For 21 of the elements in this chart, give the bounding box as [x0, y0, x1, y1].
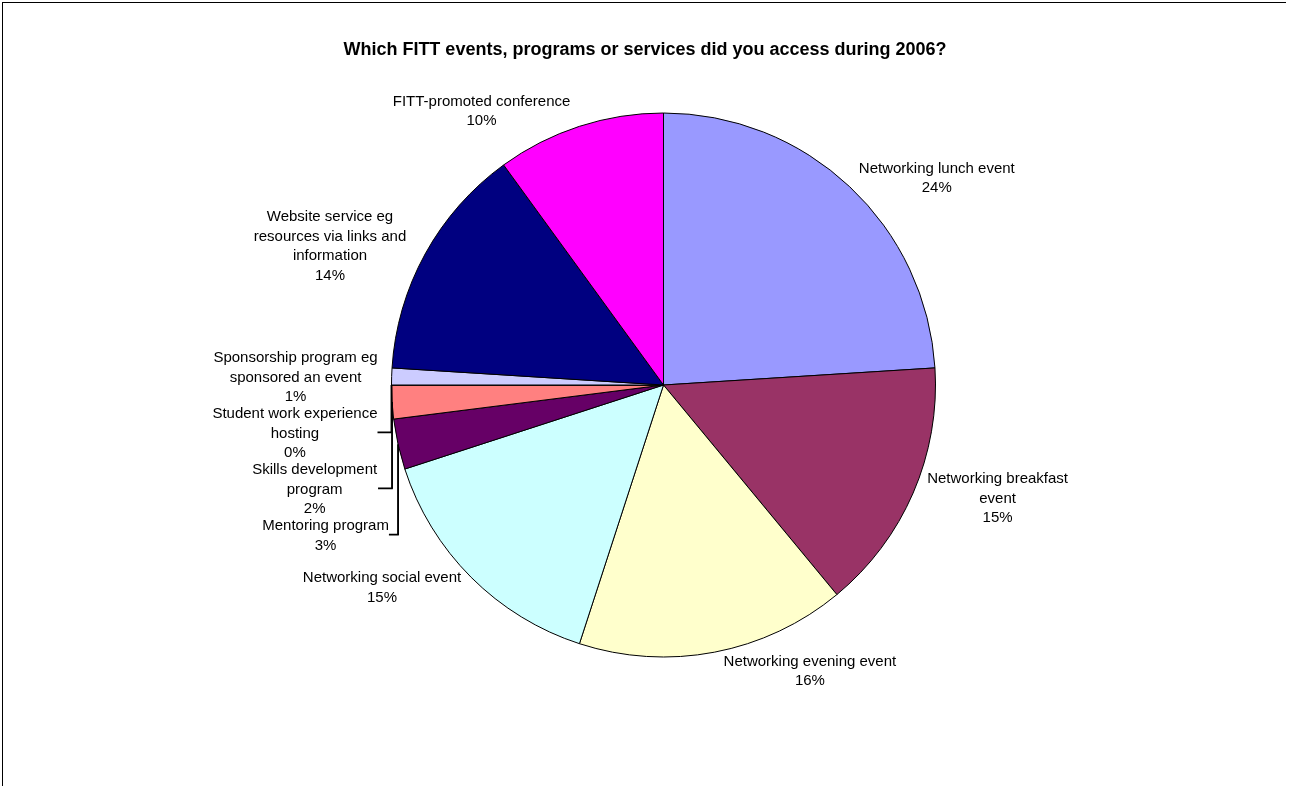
data-label: 24% — [921, 178, 952, 196]
data-label: 15% — [367, 587, 398, 605]
data-label: 2% — [303, 499, 326, 517]
data-label: 15% — [982, 508, 1013, 526]
data-label: 16% — [794, 671, 825, 689]
data-label: 1% — [284, 387, 307, 405]
text: 0% — [284, 443, 306, 461]
data-label: 3% — [314, 535, 337, 553]
slice-label: Mentoring program — [262, 516, 389, 534]
slice-label: Networking lunch event — [858, 158, 1016, 176]
data-label: 10% — [466, 111, 497, 129]
chart-title: Which FITT events, programs or services did you access during 2006? — [343, 38, 947, 59]
slice-label: Networking social event — [302, 568, 463, 586]
slice-label: Networking breakfast event — [927, 469, 1069, 506]
data-label: 14% — [314, 265, 345, 283]
slice-label: Sponsorship program eg sponsored an event — [213, 348, 378, 385]
category-label: Student work experience hosting — [212, 404, 378, 441]
slice-label: FITT-promoted conference — [392, 91, 571, 109]
slice-label: Networking evening event — [723, 651, 898, 669]
slice-label: Skills development program — [252, 460, 379, 497]
slice-label: Website service eg resources via links and information — [253, 207, 407, 264]
